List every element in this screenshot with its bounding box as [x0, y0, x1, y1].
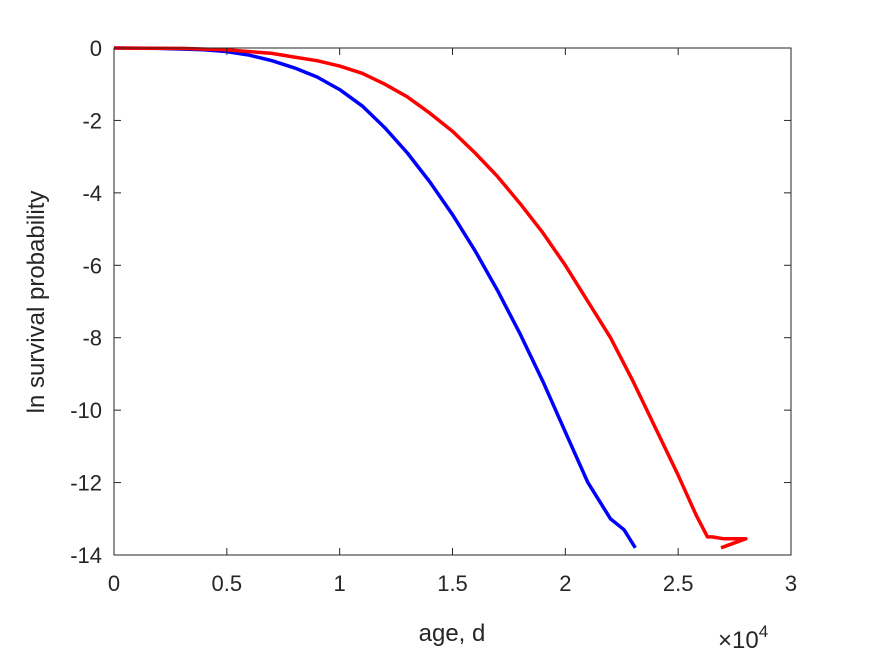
- series-layer: [113, 46, 748, 550]
- y-tick-label: -6: [82, 253, 102, 278]
- series-line-2: [113, 46, 748, 550]
- x-axis-title: age, d: [419, 620, 486, 647]
- y-tick-label: -14: [70, 543, 102, 568]
- x-axis-multiplier-base: ×10: [718, 627, 759, 654]
- y-tick-label: -4: [82, 181, 102, 206]
- x-tick-label: 1.5: [437, 571, 468, 596]
- y-tick-label: -10: [70, 398, 102, 423]
- y-tick-label: -12: [70, 471, 102, 496]
- x-axis-multiplier-exponent: 4: [759, 622, 768, 641]
- x-tick-label: 1: [334, 571, 346, 596]
- x-tick-label: 3: [785, 571, 797, 596]
- plot-area: [114, 48, 791, 555]
- y-tick-label: 0: [90, 36, 102, 61]
- y-ticks: 0 -2 -4 -6 -8 -10 -12 -14: [70, 36, 791, 568]
- x-tick-label: 0: [108, 571, 120, 596]
- x-ticks: 0 0.5 1 1.5 2 2.5 3: [108, 48, 797, 596]
- x-axis-multiplier: ×104: [718, 622, 768, 654]
- y-tick-label: -2: [82, 108, 102, 133]
- series-line-1: [113, 46, 637, 549]
- x-tick-label: 2: [559, 571, 571, 596]
- y-axis-title: ln survival probability: [23, 191, 50, 414]
- x-tick-label: 2.5: [663, 571, 694, 596]
- x-tick-label: 0.5: [212, 571, 243, 596]
- y-tick-label: -8: [82, 326, 102, 351]
